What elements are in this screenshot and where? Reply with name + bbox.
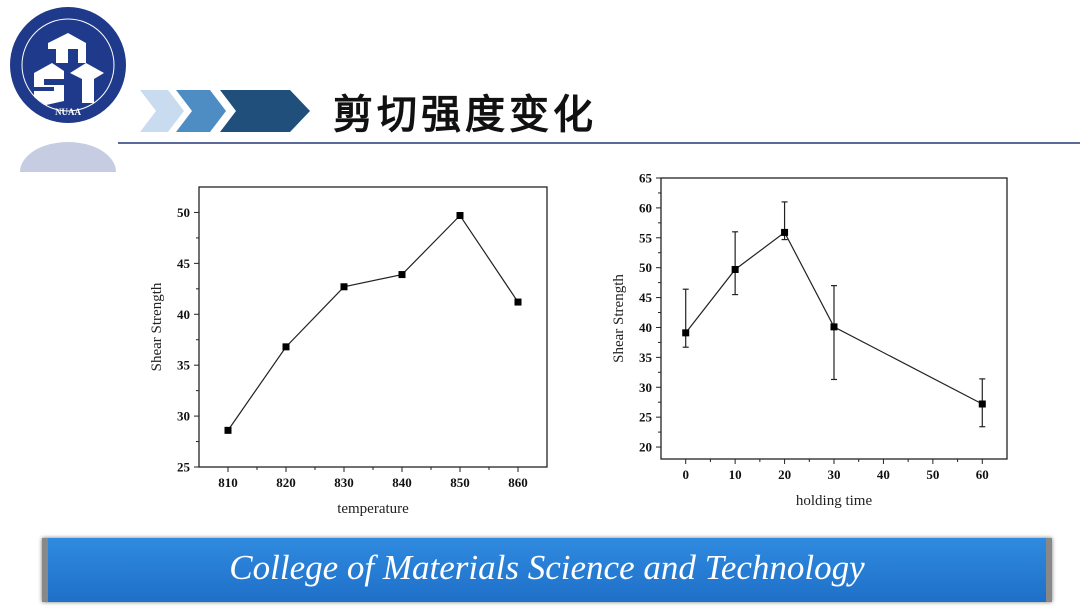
x-tick-label: 10 [729, 467, 742, 482]
data-point [781, 228, 789, 236]
y-tick-label: 40 [177, 307, 190, 322]
data-point [830, 323, 838, 331]
x-tick-label: 20 [778, 467, 791, 482]
x-tick-label: 50 [926, 467, 939, 482]
data-point [224, 426, 232, 434]
y-tick-label: 30 [177, 409, 190, 424]
data-point [398, 271, 406, 279]
logo-reflection [20, 142, 116, 172]
y-tick-label: 45 [177, 256, 191, 271]
y-axis-label: Shear Strength [611, 274, 627, 363]
data-point [978, 400, 986, 408]
y-tick-label: 60 [639, 200, 652, 215]
x-axis-label: holding time [796, 493, 873, 509]
title-divider [118, 142, 1080, 144]
chart-temperature: 810 820 830 840 850 860 25 30 35 40 45 50 temperatur… [149, 186, 548, 517]
y-tick-label: 35 [177, 358, 191, 373]
footer-text: College of Materials Science and Technol… [229, 548, 865, 587]
data-point [282, 343, 290, 351]
data-point [514, 298, 522, 306]
footer-banner: College of Materials Science and Technol… [42, 538, 1052, 602]
x-axis-label: temperature [337, 501, 409, 517]
x-tick-label: 60 [976, 467, 989, 482]
x-tick-label: 810 [218, 475, 238, 490]
nuaa-logo: NUAA [10, 7, 126, 123]
data-point [682, 329, 690, 337]
x-tick-label: 30 [828, 467, 841, 482]
y-axis-label: Shear Strength [149, 282, 165, 371]
y-tick-label: 25 [639, 410, 653, 425]
svg-text:NUAA: NUAA [55, 107, 81, 117]
x-tick-label: 840 [392, 475, 412, 490]
y-tick-label: 25 [177, 460, 191, 475]
x-tick-label: 860 [508, 475, 528, 490]
data-point [456, 212, 464, 220]
y-tick-label: 40 [639, 320, 652, 335]
y-tick-label: 30 [639, 380, 652, 395]
y-tick-label: 45 [639, 290, 653, 305]
y-tick-label: 20 [639, 440, 652, 455]
chevron-arrows-icon [140, 90, 310, 132]
series-line [227, 214, 519, 431]
data-point [731, 265, 739, 273]
slide-title: 剪切强度变化 [333, 92, 597, 138]
x-tick-label: 0 [682, 467, 689, 482]
x-tick-label: 850 [450, 475, 470, 490]
chart-holding-time: 0 10 20 30 40 50 60 20 25 30 35 40 45 50 55 60 65 holding… [611, 171, 1008, 509]
x-tick-label: 820 [276, 475, 296, 490]
y-tick-label: 50 [639, 260, 652, 275]
y-tick-label: 65 [639, 171, 653, 186]
data-point [340, 283, 348, 291]
x-tick-label: 830 [334, 475, 354, 490]
y-tick-label: 35 [639, 350, 653, 365]
y-tick-label: 50 [177, 205, 190, 220]
x-tick-label: 40 [877, 467, 890, 482]
plot-frame [198, 186, 548, 468]
y-tick-label: 55 [639, 230, 653, 245]
